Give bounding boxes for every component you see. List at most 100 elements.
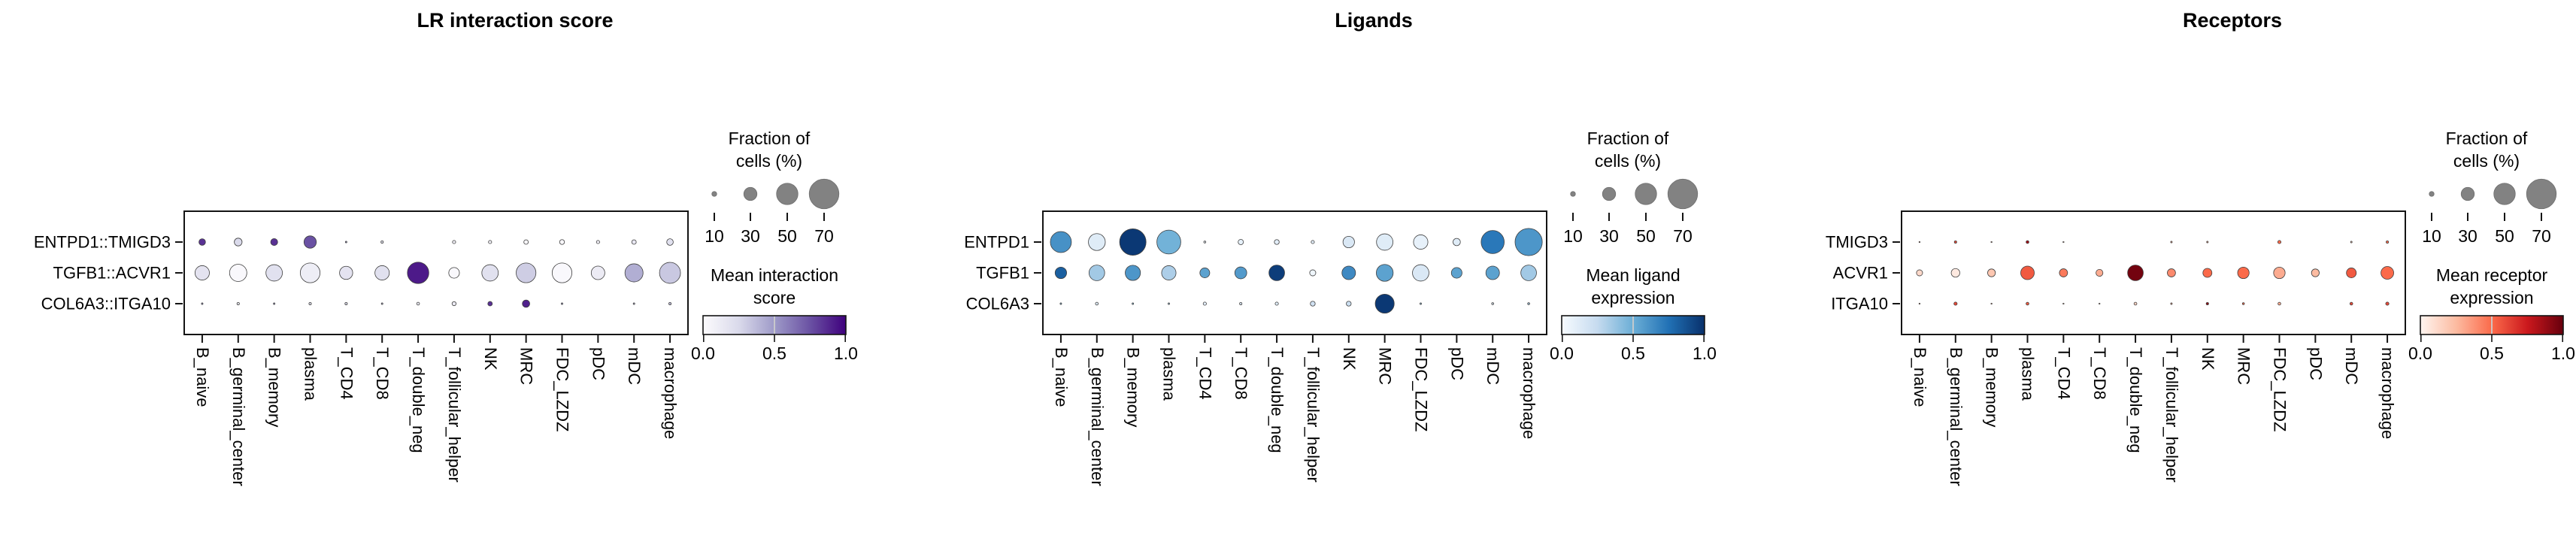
colorbar-tick-label: 0.0 bbox=[691, 344, 715, 363]
dot-ENTPD1-mDC bbox=[1480, 230, 1505, 254]
x-tick-label: FDC_LZDZ bbox=[553, 347, 571, 431]
colorbar-tick-label: 0.0 bbox=[1550, 344, 1574, 363]
y-tick-label: ITGA10 bbox=[1831, 294, 1888, 313]
dot-ACVR1-T_follicular_helper bbox=[2167, 268, 2176, 277]
dot-ACVR1-B_naive bbox=[1916, 269, 1923, 277]
dot-ENTPD1-T_CD4 bbox=[1203, 241, 1207, 244]
x-tick-label: pDC bbox=[2306, 347, 2325, 380]
dot-TGFB1-T_double_neg bbox=[1268, 265, 1285, 281]
x-tick-label: T_double_neg bbox=[2126, 347, 2145, 453]
size-legend-title: cells (%) bbox=[736, 151, 802, 171]
dot-TGFB1::ACVR1-B_memory bbox=[265, 264, 283, 282]
dot-COL6A3::ITGA10-NK bbox=[487, 301, 493, 307]
x-tick-label: B_germinal_center bbox=[1088, 347, 1107, 486]
x-tick-label: B_memory bbox=[265, 347, 284, 427]
x-tick-label: T_CD4 bbox=[1196, 347, 1214, 400]
dot-TGFB1-B_germinal_center bbox=[1088, 265, 1105, 281]
dot-COL6A3-T_CD8 bbox=[1239, 301, 1243, 305]
dot-ENTPD1-NK bbox=[1342, 235, 1355, 249]
dot-ENTPD1::TMIGD3-pDC bbox=[596, 240, 600, 244]
dot-ENTPD1-B_memory bbox=[1119, 229, 1147, 256]
legend-size-label: 10 bbox=[705, 226, 724, 246]
dot-ENTPD1-plasma bbox=[1156, 229, 1181, 255]
dot-COL6A3::ITGA10-MRC bbox=[522, 299, 530, 308]
dot-ITGA10-T_CD4 bbox=[2062, 302, 2065, 305]
dot-COL6A3::ITGA10-mDC bbox=[632, 302, 635, 305]
dot-TGFB1::ACVR1-FDC_LZDZ bbox=[551, 262, 573, 283]
size-legend-title: cells (%) bbox=[1595, 151, 1661, 171]
dot-ACVR1-macrophage bbox=[2381, 266, 2394, 280]
dot-COL6A3::ITGA10-macrophage bbox=[668, 301, 672, 305]
x-tick-label: plasma bbox=[1159, 347, 1178, 401]
x-tick-label: FDC_LZDZ bbox=[2270, 347, 2289, 431]
dot-TGFB1-macrophage bbox=[1520, 265, 1537, 281]
dot-COL6A3-MRC bbox=[1374, 293, 1395, 313]
colorbar-midline bbox=[774, 316, 775, 334]
dot-COL6A3-NK bbox=[1346, 301, 1352, 307]
dot-TMIGD3-FDC_LZDZ bbox=[2277, 240, 2282, 244]
dot-TMIGD3-T_CD4 bbox=[2062, 241, 2065, 244]
dot-ITGA10-FDC_LZDZ bbox=[2277, 301, 2281, 306]
plot-box bbox=[1901, 210, 2406, 335]
dot-ITGA10-NK bbox=[2205, 301, 2209, 305]
colorbar-tick-label: 1.0 bbox=[2551, 344, 2575, 363]
dot-TMIGD3-NK bbox=[2206, 241, 2209, 244]
dot-COL6A3-B_naive bbox=[1059, 302, 1062, 305]
dot-ENTPD1::TMIGD3-T_CD4 bbox=[344, 241, 347, 244]
dot-ACVR1-T_double_neg bbox=[2127, 265, 2144, 281]
dotplot-canvas: ENTPD1 TGFB1 COL6A3 B_naive B_germinal_cente… bbox=[964, 129, 1717, 486]
dot-ITGA10-macrophage bbox=[2385, 301, 2390, 306]
legend-size-label: 30 bbox=[2458, 226, 2478, 246]
plot-box bbox=[183, 210, 689, 335]
y-tick-label: TGFB1 bbox=[976, 263, 1029, 282]
color-legend-title: expression bbox=[1591, 288, 1674, 307]
legend-size-label: 30 bbox=[741, 226, 760, 246]
dot-ENTPD1::TMIGD3-macrophage bbox=[666, 238, 674, 246]
dot-COL6A3::ITGA10-FDC_LZDZ bbox=[561, 302, 563, 305]
color-legend-title: expression bbox=[2450, 288, 2533, 307]
dot-ACVR1-MRC bbox=[2237, 266, 2250, 280]
y-tick-label: ACVR1 bbox=[1833, 263, 1888, 282]
panel-ligands: Ligands ENTPD1 TGFB1 COL6A3 B_naive B_germin… bbox=[859, 0, 1717, 560]
dot-TGFB1-plasma bbox=[1161, 265, 1177, 280]
colorbar-midline bbox=[1632, 316, 1634, 334]
legend-size-dot bbox=[743, 186, 758, 201]
dot-COL6A3-B_germinal_center bbox=[1095, 301, 1099, 306]
dot-ENTPD1-B_germinal_center bbox=[1088, 233, 1106, 251]
x-tick-label: mDC bbox=[1483, 347, 1502, 385]
dot-TGFB1-B_naive bbox=[1054, 266, 1067, 280]
legend-size-dot bbox=[1635, 183, 1657, 205]
x-tick-label: T_CD8 bbox=[1232, 347, 1250, 400]
dot-COL6A3-FDC_LZDZ bbox=[1420, 302, 1422, 305]
x-tick-label: T_CD4 bbox=[2054, 347, 2073, 400]
dot-ACVR1-B_memory bbox=[1987, 268, 1996, 277]
x-tick-label: NK bbox=[1340, 347, 1359, 371]
dot-ENTPD1::TMIGD3-MRC bbox=[523, 239, 529, 245]
dot-ENTPD1-macrophage bbox=[1514, 228, 1543, 256]
dot-COL6A3-B_memory bbox=[1132, 302, 1135, 305]
x-tick-label: T_CD8 bbox=[2090, 347, 2109, 400]
dot-ACVR1-plasma bbox=[2020, 265, 2035, 280]
dot-TGFB1::ACVR1-B_germinal_center bbox=[229, 264, 247, 282]
legend-size-dot bbox=[776, 183, 799, 205]
dot-ENTPD1-B_naive bbox=[1050, 231, 1072, 253]
dot-COL6A3::ITGA10-T_follicular_helper bbox=[451, 301, 457, 307]
legend-size-dot bbox=[1667, 178, 1699, 210]
dot-COL6A3::ITGA10-T_CD8 bbox=[380, 302, 383, 305]
y-tick-label: TMIGD3 bbox=[1826, 232, 1888, 251]
dot-ITGA10-T_CD8 bbox=[2099, 302, 2101, 305]
size-legend-title: cells (%) bbox=[2453, 151, 2520, 171]
x-tick-label: T_follicular_helper bbox=[2162, 347, 2181, 483]
legend-size-dot bbox=[2526, 178, 2557, 210]
dot-ITGA10-B_memory bbox=[1990, 302, 1993, 305]
dot-TGFB1::ACVR1-T_CD4 bbox=[339, 265, 353, 280]
dot-ENTPD1::TMIGD3-B_memory bbox=[270, 238, 278, 247]
dot-TMIGD3-macrophage bbox=[2386, 240, 2390, 244]
dot-TGFB1::ACVR1-T_CD8 bbox=[374, 265, 390, 280]
x-tick-label: T_CD4 bbox=[337, 347, 356, 400]
dot-COL6A3-T_double_neg bbox=[1274, 301, 1279, 306]
dot-TMIGD3-B_naive bbox=[1918, 241, 1921, 244]
plot-box bbox=[1042, 210, 1547, 335]
dot-ITGA10-MRC bbox=[2241, 302, 2245, 305]
